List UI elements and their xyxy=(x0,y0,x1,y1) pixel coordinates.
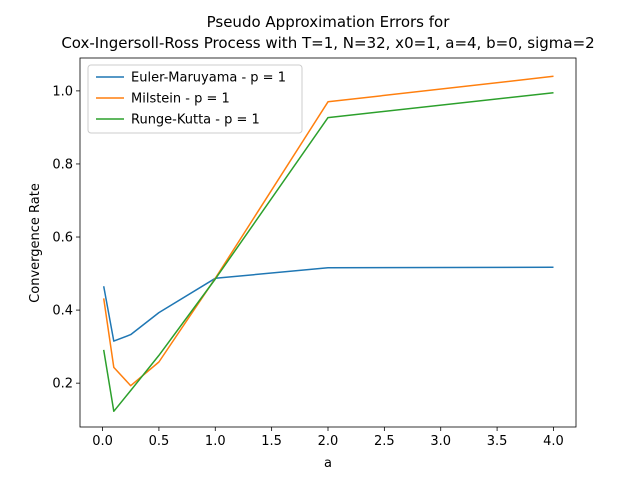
x-tick-label: 3.0 xyxy=(430,434,451,449)
y-axis-label: Convergence Rate xyxy=(28,183,43,303)
y-tick-label: 1.0 xyxy=(52,84,73,99)
chart-title-line-1: Pseudo Approximation Errors for xyxy=(207,13,451,31)
series-line-2 xyxy=(102,91,554,413)
legend-label: Runge-Kutta - p = 1 xyxy=(131,113,260,128)
x-tick-label: 2.0 xyxy=(318,434,339,449)
y-tick-label: 0.6 xyxy=(52,231,73,246)
plot-area xyxy=(102,75,554,413)
x-tick-label: 1.5 xyxy=(261,434,282,449)
x-tick-label: 4.0 xyxy=(543,434,564,449)
x-axis-label: a xyxy=(324,456,332,471)
y-tick-label: 0.2 xyxy=(52,377,73,392)
x-tick-label: 2.5 xyxy=(374,434,395,449)
legend-label: Euler-Maruyama - p = 1 xyxy=(131,71,286,86)
legend: Euler-Maruyama - p = 1 Milstein - p = 1 Ru… xyxy=(87,64,303,134)
axes-frame xyxy=(79,57,577,428)
y-tick-label: 0.4 xyxy=(52,304,73,319)
x-tick-label: 3.5 xyxy=(487,434,508,449)
series-line-0 xyxy=(102,266,554,342)
x-tick-label: 0.0 xyxy=(92,434,113,449)
legend-label: Milstein - p = 1 xyxy=(131,92,230,107)
series-line-1 xyxy=(102,75,554,387)
legend-box xyxy=(87,64,303,134)
x-tick-label: 1.0 xyxy=(205,434,226,449)
y-tick-label: 0.8 xyxy=(52,157,73,172)
chart-title-line-2: Cox-Ingersoll-Ross Process with T=1, N=3… xyxy=(61,34,594,52)
axis-ticks: 0.0 0.5 1.0 1.5 2.0 2.5 3.0 3.5 4.0 0.2 0.4 0.6 0.8 1… xyxy=(52,84,563,449)
x-tick-label: 0.5 xyxy=(149,434,170,449)
